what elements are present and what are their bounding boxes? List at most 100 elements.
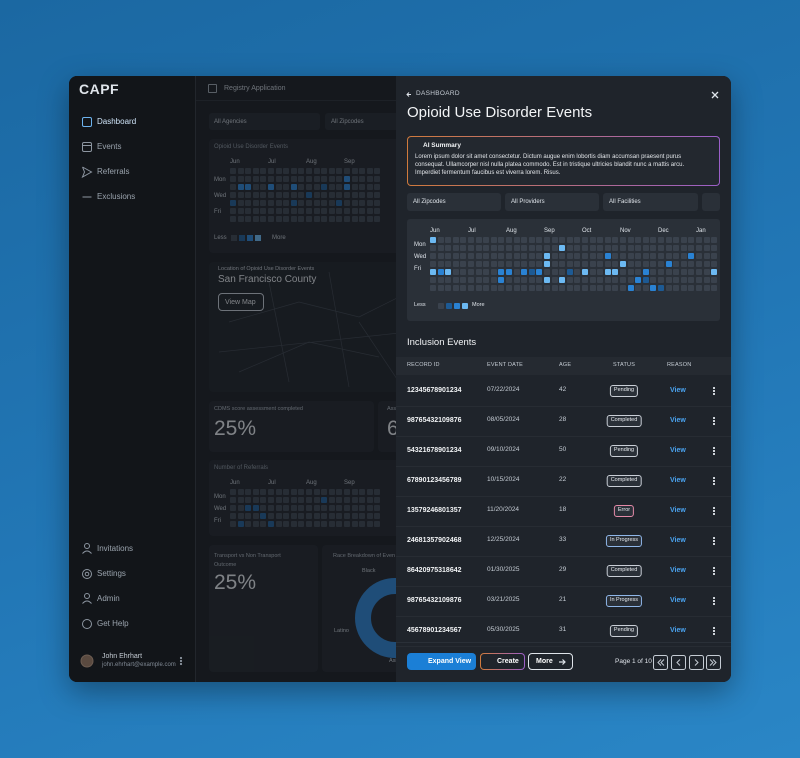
filter[interactable] bbox=[209, 113, 320, 130]
heatmap-cell bbox=[306, 489, 312, 495]
heatmap-cell bbox=[336, 489, 343, 495]
filter[interactable] bbox=[603, 193, 698, 211]
create-button[interactable] bbox=[480, 653, 525, 670]
heatmap-cell bbox=[313, 192, 320, 198]
heatmap-cell bbox=[490, 285, 497, 291]
nav-item[interactable]: Referrals bbox=[97, 167, 130, 176]
decoration bbox=[179, 662, 183, 666]
heatmap-cell bbox=[336, 208, 343, 214]
heatmap-cell bbox=[252, 513, 259, 519]
heatmap-cell bbox=[498, 261, 505, 267]
card-value: 25% bbox=[214, 417, 257, 440]
heatmap-cell bbox=[582, 269, 588, 275]
column-header: RECORD ID bbox=[407, 362, 440, 368]
heatmap-cell bbox=[658, 253, 664, 259]
row-menu-dot bbox=[713, 537, 715, 539]
heatmap-cell bbox=[574, 237, 581, 243]
view-link[interactable]: View bbox=[670, 567, 686, 574]
view-link[interactable]: View bbox=[670, 477, 686, 484]
month-label: Aug bbox=[306, 480, 317, 486]
filter[interactable] bbox=[505, 193, 599, 211]
heatmap-cell bbox=[696, 269, 702, 275]
heatmap-cell bbox=[283, 200, 290, 206]
row-menu-dot bbox=[713, 387, 715, 389]
nav-item[interactable]: Settings bbox=[97, 569, 126, 578]
heatmap-cell bbox=[344, 489, 350, 495]
heatmap-cell bbox=[696, 237, 702, 243]
decoration bbox=[80, 654, 94, 668]
heatmap-cell bbox=[260, 505, 267, 511]
decoration bbox=[328, 271, 350, 388]
heatmap-cell bbox=[328, 192, 335, 198]
heatmap-cell bbox=[468, 285, 474, 291]
heatmap-cell bbox=[528, 253, 535, 259]
heatmap-cell bbox=[513, 269, 520, 275]
heatmap-cell bbox=[589, 269, 596, 275]
heatmap-cell bbox=[460, 285, 467, 291]
heatmap-cell bbox=[260, 489, 267, 495]
decoration bbox=[711, 91, 719, 99]
heatmap-cell bbox=[566, 261, 573, 267]
heatmap-cell bbox=[620, 253, 626, 259]
view-link[interactable]: View bbox=[670, 537, 686, 544]
view-link[interactable]: View bbox=[670, 447, 686, 454]
breadcrumb[interactable]: DASHBOARD bbox=[416, 90, 460, 97]
heatmap-cell bbox=[498, 269, 505, 275]
heatmap-cell bbox=[604, 245, 611, 251]
view-link[interactable]: View bbox=[670, 627, 686, 634]
heatmap-cell bbox=[275, 184, 282, 190]
heatmap-cell bbox=[513, 261, 520, 267]
heatmap-cell bbox=[673, 245, 680, 251]
heatmap-cell bbox=[230, 497, 236, 503]
heatmap-cell bbox=[536, 277, 543, 283]
view-map-button[interactable] bbox=[218, 293, 264, 311]
nav-item[interactable]: Get Help bbox=[97, 619, 129, 628]
heatmap-cell bbox=[306, 176, 312, 182]
nav-item[interactable]: Events bbox=[97, 142, 122, 151]
heatmap-cell bbox=[468, 277, 474, 283]
filter-menu[interactable] bbox=[702, 193, 720, 211]
heatmap-cell bbox=[366, 216, 373, 222]
heatmap-cell bbox=[336, 513, 343, 519]
heatmap-cell bbox=[673, 285, 680, 291]
view-link[interactable]: View bbox=[670, 507, 686, 514]
heatmap-cell bbox=[344, 208, 350, 214]
heatmap-cell bbox=[290, 505, 297, 511]
heatmap-cell bbox=[582, 253, 588, 259]
heatmap-cell bbox=[437, 269, 444, 275]
view-link[interactable]: View bbox=[670, 597, 686, 604]
heatmap-cell bbox=[559, 269, 566, 275]
event-date: 08/05/2024 bbox=[487, 416, 520, 423]
heatmap-cell bbox=[445, 245, 452, 251]
heatmap-cell bbox=[237, 192, 244, 198]
nav-item[interactable]: Admin bbox=[97, 594, 120, 603]
column-header: EVENT DATE bbox=[487, 362, 524, 368]
heatmap-cell bbox=[230, 168, 236, 174]
heatmap-cell bbox=[696, 277, 702, 283]
row-menu-dot bbox=[713, 603, 715, 605]
heatmap-cell bbox=[452, 277, 459, 283]
heatmap-cell bbox=[445, 285, 452, 291]
heatmap-cell bbox=[252, 192, 259, 198]
heatmap-cell bbox=[551, 277, 558, 283]
expand-view-button[interactable] bbox=[407, 653, 476, 670]
heatmap-cell bbox=[328, 168, 335, 174]
view-link[interactable]: View bbox=[670, 387, 686, 394]
event-date: 07/22/2024 bbox=[487, 386, 520, 393]
nav-item[interactable]: Invitations bbox=[97, 544, 134, 553]
row-divider bbox=[396, 646, 731, 647]
heatmap-cell bbox=[521, 245, 528, 251]
heatmap-cell bbox=[574, 285, 581, 291]
row-menu-dot bbox=[713, 540, 715, 542]
view-link[interactable]: View bbox=[670, 417, 686, 424]
filter[interactable] bbox=[407, 193, 501, 211]
nav-item[interactable]: Dashboard bbox=[97, 117, 137, 126]
row-menu-dot bbox=[713, 567, 715, 569]
filter[interactable] bbox=[325, 113, 396, 130]
nav-item[interactable]: Exclusions bbox=[97, 192, 136, 201]
heatmap-cell bbox=[642, 261, 649, 267]
sidebar bbox=[69, 76, 196, 682]
more-button[interactable] bbox=[528, 653, 573, 670]
heatmap-cell bbox=[711, 253, 718, 259]
